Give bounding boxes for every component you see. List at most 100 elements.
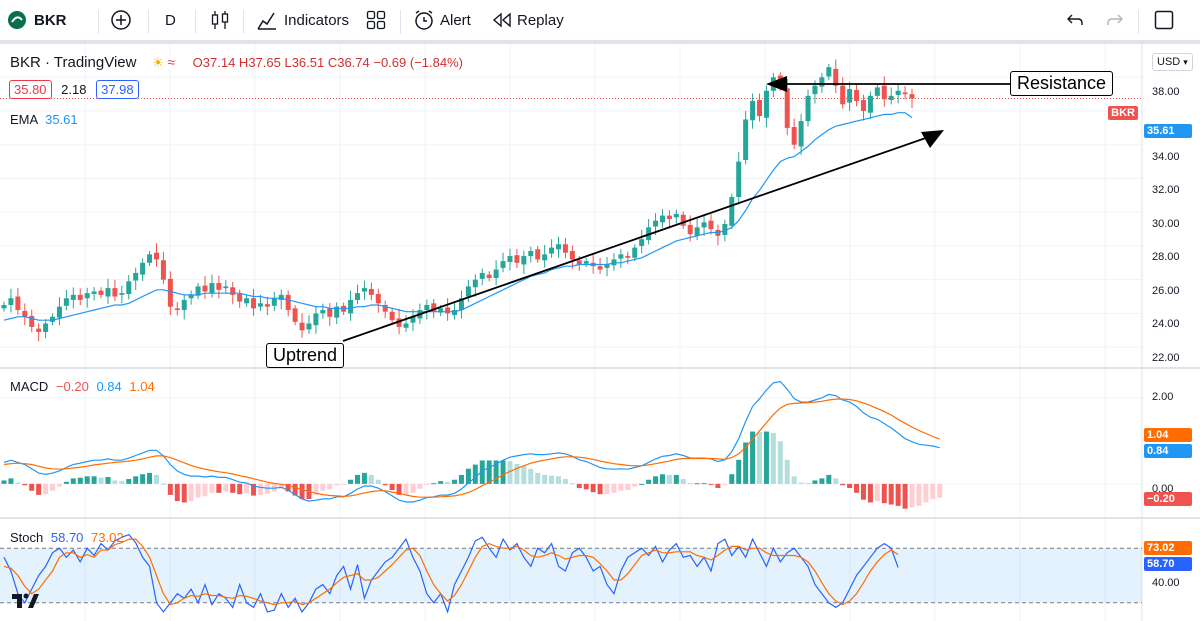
price-tick: 28.00: [1152, 251, 1180, 263]
macd-hist-bar: [244, 483, 250, 494]
buy-price[interactable]: 37.98: [96, 80, 139, 99]
macd-axis: 2.00 0.00: [1152, 391, 1173, 495]
macd-hist-bar: [708, 483, 714, 485]
macd-hist-bar: [777, 441, 783, 484]
macd-hist-bar: [91, 476, 97, 484]
macd-hist-bar: [930, 483, 936, 500]
candle-body: [153, 252, 159, 260]
price-tick: 32.00: [1152, 184, 1180, 196]
macd-hist-bar: [535, 472, 541, 484]
sell-price[interactable]: 35.80: [9, 80, 52, 99]
macd-hist-bar: [854, 483, 860, 493]
indicators-button[interactable]: Indicators: [256, 0, 349, 40]
macd-hist-bar: [195, 483, 201, 498]
stoch-k-value: 58.70: [50, 530, 84, 545]
macd-hist-bar: [923, 483, 929, 503]
macd-hist-bar: [472, 464, 478, 484]
macd-hist-bar: [639, 483, 645, 485]
chart-canvas[interactable]: 38.00 34.00 32.00 30.00 28.00 26.00 24.0…: [0, 44, 1200, 621]
tradingview-logo[interactable]: [10, 590, 40, 614]
compare-button[interactable]: [110, 0, 132, 40]
candle-body: [784, 88, 790, 128]
layouts-button[interactable]: [366, 0, 386, 40]
ema-label: EMA: [10, 112, 38, 127]
macd-hist-bar: [611, 483, 617, 493]
resistance-callout[interactable]: Resistance: [1010, 71, 1114, 96]
candle-body: [798, 121, 804, 147]
candle-body: [597, 266, 603, 270]
price-tick: 34.00: [1152, 151, 1180, 163]
candle-body: [445, 307, 451, 314]
macd-hist-bar: [368, 474, 374, 484]
candle-body: [840, 85, 846, 105]
fullscreen-button[interactable]: [1154, 0, 1174, 40]
macd-hist-bar: [348, 479, 354, 484]
candlestick-series: [1, 59, 915, 342]
macd-hist-bar: [174, 483, 180, 502]
alert-button[interactable]: Alert: [413, 0, 471, 40]
chart-type-button[interactable]: [210, 0, 230, 40]
uptrend-callout[interactable]: Uptrend: [266, 343, 345, 368]
candle-body: [888, 95, 894, 101]
undo-button[interactable]: [1066, 0, 1084, 40]
macd-hist-bar: [784, 459, 790, 484]
candle-body: [528, 251, 534, 257]
interval-button[interactable]: D: [165, 0, 176, 40]
macd-hist-bar: [313, 483, 319, 495]
macd-hist-bar: [452, 479, 458, 484]
candle-body: [216, 283, 222, 290]
trend-annotations: [342, 76, 1013, 342]
macd-hist-bar: [424, 483, 430, 485]
macd-hist-bar: [486, 460, 492, 484]
candle-body: [292, 308, 298, 322]
macd-hist-bar: [77, 477, 83, 484]
candle-body: [514, 255, 520, 263]
candle-body: [410, 316, 416, 323]
redo-button[interactable]: [1106, 0, 1124, 40]
candle-body: [84, 293, 90, 299]
chart-title: BKR · TradingView: [10, 54, 137, 71]
candle-body: [791, 127, 797, 145]
candle-body: [895, 90, 901, 96]
macd-hist-bar: [140, 474, 146, 484]
stoch-d-tag: 73.02: [1144, 541, 1192, 555]
stoch-legend: Stoch 58.70 73.02: [10, 530, 124, 545]
macd-hist-bar: [188, 483, 194, 502]
currency-selector[interactable]: USD ▾: [1152, 53, 1193, 71]
replay-button[interactable]: Replay: [492, 0, 564, 40]
bkr-logo-icon: [8, 11, 26, 29]
indicators-label: Indicators: [284, 11, 350, 29]
candle-body: [687, 224, 693, 235]
chart-area[interactable]: 38.00 34.00 32.00 30.00 28.00 26.00 24.0…: [0, 44, 1200, 621]
bid-ask-row: 35.80 2.18 37.98: [9, 80, 139, 99]
macd-hist-bar: [237, 483, 243, 495]
candle-body: [507, 256, 513, 262]
macd-hist-bar: [181, 483, 187, 503]
candle-body: [389, 311, 395, 321]
candle-body: [743, 119, 749, 160]
macd-hist-bar: [251, 483, 257, 496]
undo-icon: [1067, 14, 1083, 25]
macd-hist-bar: [680, 479, 686, 484]
macd-hist-bar: [29, 483, 35, 491]
macd-hist-bar: [576, 483, 582, 489]
macd-hist-bar: [167, 483, 173, 495]
candle-body: [77, 294, 83, 300]
macd-hist-bar: [888, 483, 894, 505]
macd-hist-bar: [438, 481, 444, 484]
indicators-icon: [257, 12, 276, 30]
candle-body: [722, 224, 728, 235]
candle-body: [847, 89, 853, 103]
macd-hist-bar: [812, 480, 818, 484]
square-icon: [1154, 10, 1174, 30]
candle-body: [70, 294, 76, 300]
macd-hist-bar: [354, 474, 360, 484]
divider: [98, 10, 99, 34]
candle-body: [833, 68, 839, 86]
symbol-search[interactable]: BKR: [8, 0, 67, 40]
macd-hist-bar: [743, 442, 749, 484]
macd-hist-bar: [133, 476, 139, 484]
redo-icon: [1107, 14, 1123, 25]
candle-body: [750, 100, 756, 121]
candle-body: [666, 215, 672, 219]
